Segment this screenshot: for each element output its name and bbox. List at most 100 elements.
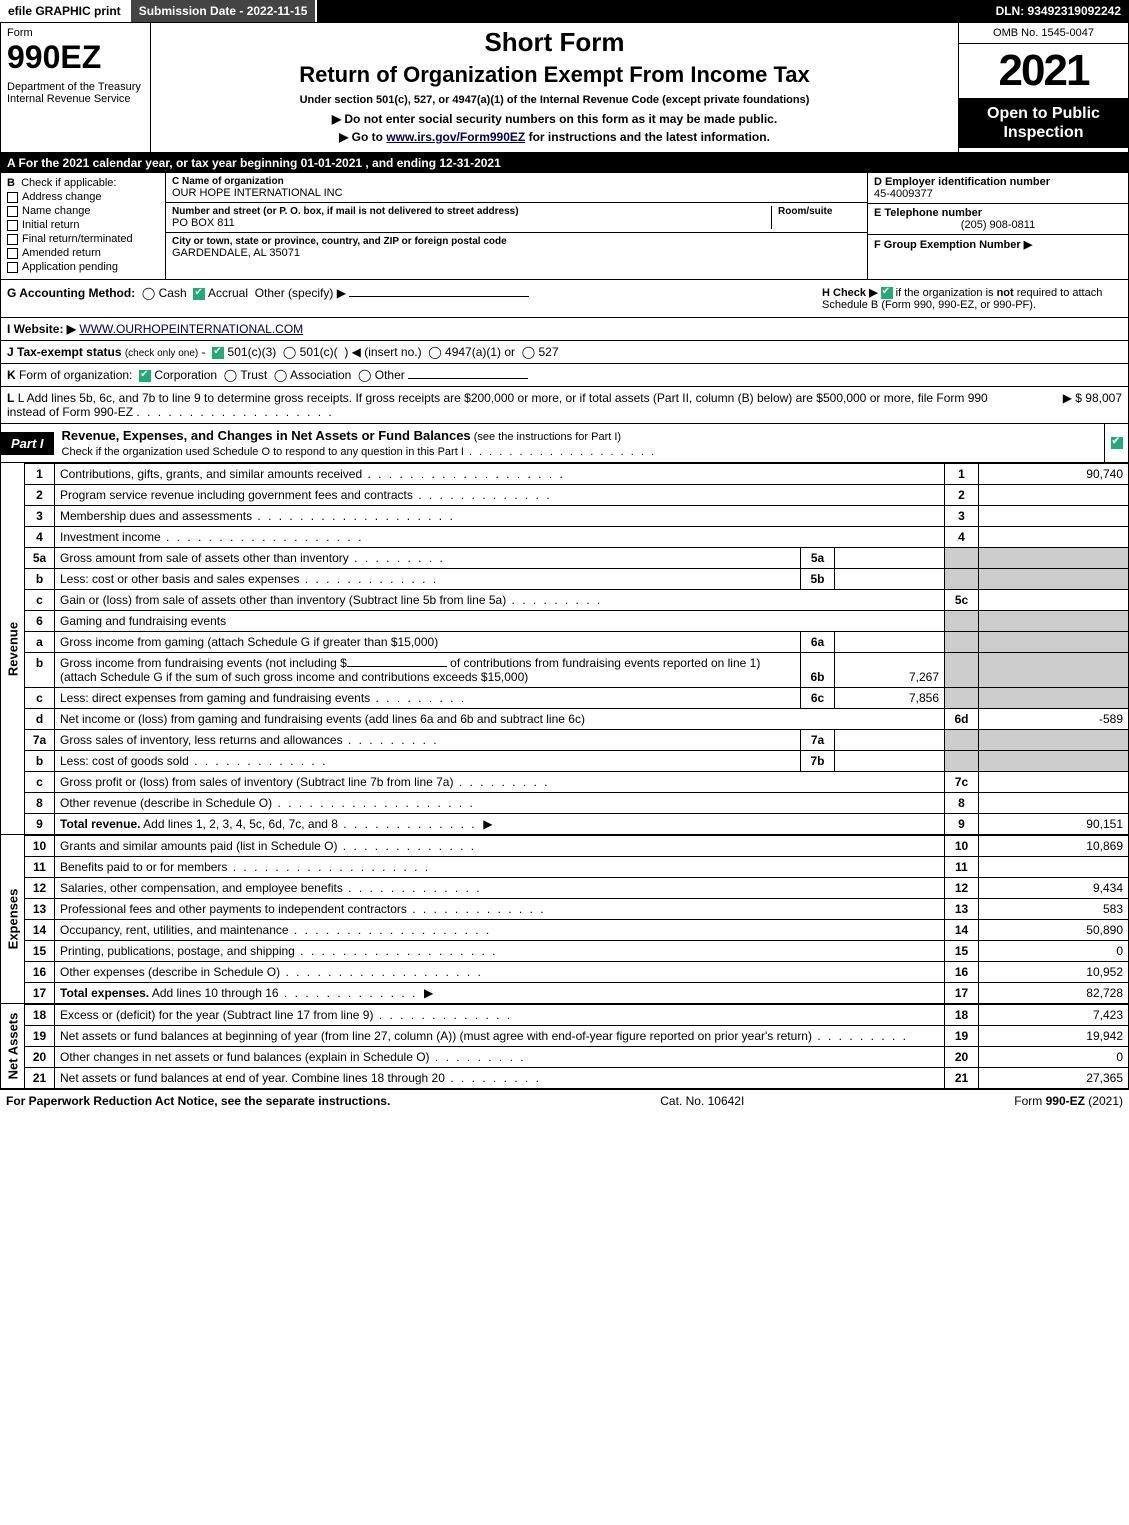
goto-pre: ▶ Go to — [339, 130, 386, 144]
netassets-section: Net Assets 18Excess or (deficit) for the… — [0, 1004, 1129, 1089]
block-bcdef: B Check if applicable: Address change Na… — [0, 173, 1129, 280]
expenses-table: 10Grants and similar amounts paid (list … — [24, 835, 1129, 1004]
row-l: L L Add lines 5b, 6c, and 7b to line 9 t… — [0, 387, 1129, 424]
org-city: GARDENDALE, AL 35071 — [172, 247, 861, 259]
line-15: 15Printing, publications, postage, and s… — [25, 941, 1129, 962]
line-12: 12Salaries, other compensation, and empl… — [25, 878, 1129, 899]
line-6a: aGross income from gaming (attach Schedu… — [25, 632, 1129, 653]
f-group-label: F Group Exemption Number ▶ — [874, 238, 1122, 251]
line-9: 9Total revenue. Add lines 1, 2, 3, 4, 5c… — [25, 814, 1129, 835]
tax-year: 2021 — [959, 44, 1128, 98]
line-6: 6Gaming and fundraising events — [25, 611, 1129, 632]
netassets-vert-label: Net Assets — [0, 1004, 24, 1089]
line-10: 10Grants and similar amounts paid (list … — [25, 836, 1129, 857]
cb-initial[interactable]: Initial return — [7, 219, 159, 231]
org-street: PO BOX 811 — [172, 217, 771, 229]
cb-pending[interactable]: Application pending — [7, 261, 159, 273]
line-14: 14Occupancy, rent, utilities, and mainte… — [25, 920, 1129, 941]
b-sub: Check if applicable: — [21, 177, 116, 189]
line-5b: bLess: cost or other basis and sales exp… — [25, 569, 1129, 590]
part1-header: Part I Revenue, Expenses, and Changes in… — [0, 424, 1129, 463]
cb-name[interactable]: Name change — [7, 205, 159, 217]
cb-amended[interactable]: Amended return — [7, 247, 159, 259]
row-j: J Tax-exempt status (check only one) - 5… — [0, 341, 1129, 364]
line-7a: 7aGross sales of inventory, less returns… — [25, 730, 1129, 751]
form-word: Form — [7, 27, 144, 39]
line-6b: bGross income from fundraising events (n… — [25, 653, 1129, 688]
omb-number: OMB No. 1545-0047 — [959, 23, 1128, 44]
part1-title: Revenue, Expenses, and Changes in Net As… — [62, 424, 1104, 462]
check-icon — [1111, 437, 1123, 449]
goto-line: ▶ Go to www.irs.gov/Form990EZ for instru… — [155, 130, 954, 144]
revenue-vert-label: Revenue — [0, 463, 24, 835]
line-1: 1Contributions, gifts, grants, and simil… — [25, 464, 1129, 485]
footer-catno: Cat. No. 10642I — [660, 1094, 744, 1108]
line-21: 21Net assets or fund balances at end of … — [25, 1068, 1129, 1089]
top-bar: efile GRAPHIC print Submission Date - 20… — [0, 0, 1129, 22]
under-section: Under section 501(c), 527, or 4947(a)(1)… — [155, 94, 954, 106]
checkbox-icon[interactable] — [7, 234, 18, 245]
revenue-section: Revenue 1Contributions, gifts, grants, a… — [0, 463, 1129, 835]
c-city-label: City or town, state or province, country… — [172, 236, 861, 247]
tel-value: (205) 908-0811 — [874, 219, 1122, 231]
check-icon — [881, 287, 893, 299]
cb-final[interactable]: Final return/terminated — [7, 233, 159, 245]
no-ssn-line: ▶ Do not enter social security numbers o… — [155, 112, 954, 126]
c-name-label: C Name of organization — [172, 176, 861, 187]
check-icon — [193, 288, 205, 300]
org-name: OUR HOPE INTERNATIONAL INC — [172, 187, 861, 199]
header-right: OMB No. 1545-0047 2021 Open to Public In… — [958, 23, 1128, 152]
line-6d: dNet income or (loss) from gaming and fu… — [25, 709, 1129, 730]
short-form-title: Short Form — [155, 27, 954, 58]
line-11: 11Benefits paid to or for members11 — [25, 857, 1129, 878]
website-link[interactable]: WWW.OURHOPEINTERNATIONAL.COM — [79, 322, 303, 336]
line-20: 20Other changes in net assets or fund ba… — [25, 1047, 1129, 1068]
col-b: B Check if applicable: Address change Na… — [1, 173, 166, 279]
l-amount: ▶ $ 98,007 — [1012, 391, 1122, 419]
expenses-section: Expenses 10Grants and similar amounts pa… — [0, 835, 1129, 1004]
checkbox-icon[interactable] — [7, 192, 18, 203]
line-6c: cLess: direct expenses from gaming and f… — [25, 688, 1129, 709]
line-2: 2Program service revenue including gover… — [25, 485, 1129, 506]
checkbox-icon[interactable] — [7, 220, 18, 231]
line-18: 18Excess or (deficit) for the year (Subt… — [25, 1005, 1129, 1026]
header-left: Form 990EZ Department of the Treasury In… — [1, 23, 151, 152]
submission-date: Submission Date - 2022-11-15 — [131, 0, 318, 22]
efile-label[interactable]: efile GRAPHIC print — [0, 0, 131, 22]
checkbox-icon[interactable] — [7, 206, 18, 217]
line-7c: cGross profit or (loss) from sales of in… — [25, 772, 1129, 793]
c-street-label: Number and street (or P. O. box, if mail… — [172, 206, 771, 217]
e-tel-label: E Telephone number — [874, 207, 1122, 219]
row-k: K Form of organization: Corporation ◯ Tr… — [0, 364, 1129, 387]
h-check: H Check ▶ if the organization is not req… — [822, 286, 1122, 311]
checkbox-icon[interactable] — [7, 248, 18, 259]
part1-check[interactable] — [1104, 424, 1128, 462]
line-13: 13Professional fees and other payments t… — [25, 899, 1129, 920]
expenses-vert-label: Expenses — [0, 835, 24, 1004]
dln-label: DLN: 93492319092242 — [988, 0, 1129, 22]
revenue-table: 1Contributions, gifts, grants, and simil… — [24, 463, 1129, 835]
footer-left: For Paperwork Reduction Act Notice, see … — [6, 1094, 390, 1108]
check-icon — [139, 370, 151, 382]
line-5c: cGain or (loss) from sale of assets othe… — [25, 590, 1129, 611]
line-3: 3Membership dues and assessments3 — [25, 506, 1129, 527]
part1-label: Part I — [1, 432, 54, 455]
b-letter: B — [7, 177, 15, 189]
ein-value: 45-4009377 — [874, 188, 1122, 200]
form-header: Form 990EZ Department of the Treasury In… — [0, 22, 1129, 153]
line-4: 4Investment income4 — [25, 527, 1129, 548]
check-icon — [212, 347, 224, 359]
g-accounting: G Accounting Method: ◯ Cash Accrual Othe… — [7, 286, 802, 300]
goto-link[interactable]: www.irs.gov/Form990EZ — [386, 130, 525, 144]
checkbox-icon[interactable] — [7, 262, 18, 273]
section-a: A For the 2021 calendar year, or tax yea… — [0, 153, 1129, 173]
line-16: 16Other expenses (describe in Schedule O… — [25, 962, 1129, 983]
cb-address[interactable]: Address change — [7, 191, 159, 203]
col-c: C Name of organization OUR HOPE INTERNAT… — [166, 173, 868, 279]
open-inspection: Open to Public Inspection — [959, 98, 1128, 148]
row-gh: G Accounting Method: ◯ Cash Accrual Othe… — [0, 280, 1129, 318]
line-8: 8Other revenue (describe in Schedule O)8 — [25, 793, 1129, 814]
header-center: Short Form Return of Organization Exempt… — [151, 23, 958, 152]
room-label: Room/suite — [778, 206, 861, 217]
form-number: 990EZ — [7, 41, 144, 73]
